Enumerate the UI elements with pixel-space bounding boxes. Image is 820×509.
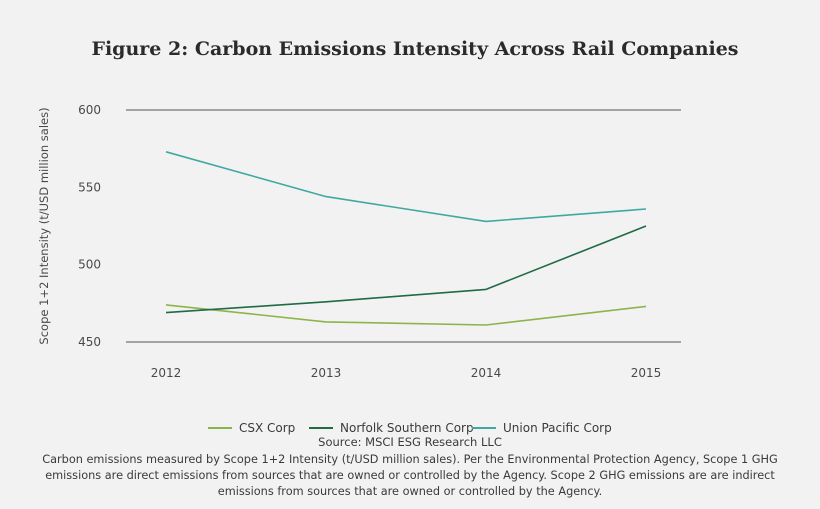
chart-title: Figure 2: Carbon Emissions Intensity Acr…	[91, 38, 738, 60]
x-tick-label: 2015	[631, 366, 662, 380]
series-lines	[165, 151, 647, 326]
y-axis-label: Scope 1+2 Intensity (t/USD million sales…	[37, 107, 51, 344]
y-tick-label: 550	[78, 180, 101, 194]
x-tick-label: 2012	[151, 366, 182, 380]
series-line-union-pacific-corp	[165, 151, 647, 223]
legend-label-csx-corp: CSX Corp	[239, 421, 295, 435]
caption-note: Carbon emissions measured by Scope 1+2 I…	[42, 453, 778, 498]
legend-label-norfolk-southern-corp: Norfolk Southern Corp	[340, 421, 474, 435]
series-line-csx-corp	[165, 304, 647, 326]
y-tick-label: 600	[78, 103, 101, 117]
x-tick-label: 2014	[471, 366, 502, 380]
legend-label-union-pacific-corp: Union Pacific Corp	[503, 421, 612, 435]
x-axis-ticks: 2012 2013 2014 2015	[151, 366, 662, 380]
y-axis-ticks: 450 500 550 600	[78, 103, 101, 349]
y-tick-label: 500	[78, 258, 101, 272]
source-note: Source: MSCI ESG Research LLC	[318, 435, 502, 449]
x-tick-label: 2013	[311, 366, 342, 380]
gridlines	[126, 109, 681, 343]
y-tick-label: 450	[78, 335, 101, 349]
series-line-norfolk-southern-corp	[165, 225, 647, 314]
legend: CSX Corp Norfolk Southern Corp Union Pacif…	[208, 421, 612, 435]
